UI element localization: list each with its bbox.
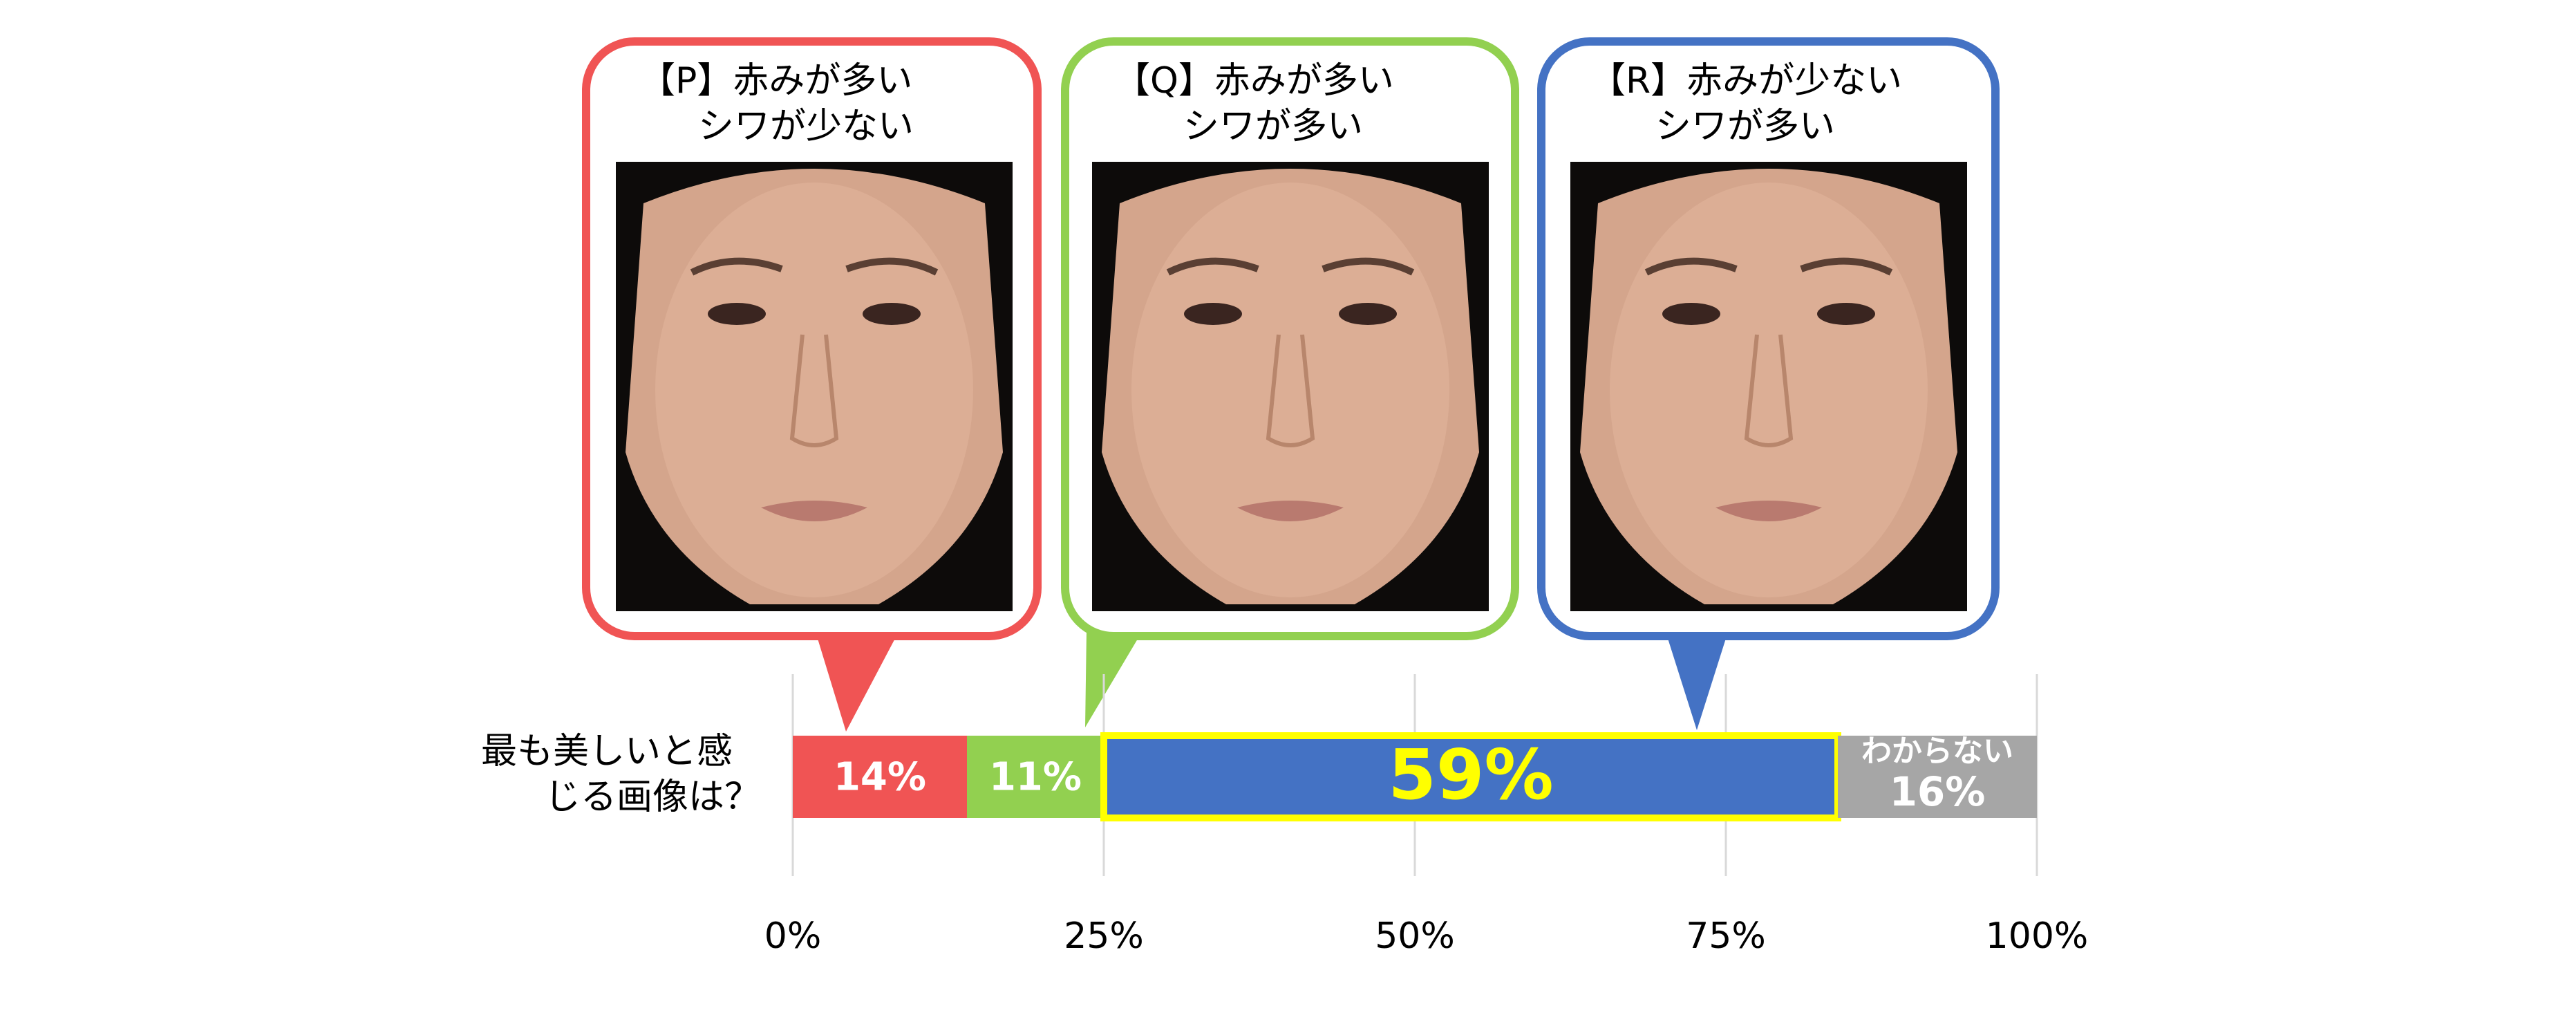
- callout-line: 【R】赤みが少ない: [1590, 60, 1902, 102]
- value-label: 16%: [1890, 768, 1986, 815]
- face-photo: [1570, 162, 1967, 611]
- callout-line: シワが多い: [1183, 106, 1363, 147]
- value-label: 14%: [834, 755, 926, 800]
- callout-line: 【P】赤みが多い: [639, 60, 912, 102]
- face-photo: [1092, 162, 1489, 611]
- x-tick-label: 0%: [764, 915, 822, 957]
- value-label: 59%: [1388, 734, 1553, 815]
- x-tick-label: 100%: [1986, 915, 2089, 957]
- value-label: 11%: [989, 755, 1082, 800]
- callout-line: 【Q】赤みが多い: [1114, 60, 1394, 102]
- callout-q: 【Q】赤みが多い シワが多い: [1061, 37, 1519, 727]
- x-tick-label: 75%: [1686, 915, 1766, 957]
- callout-pointer: [816, 632, 899, 732]
- bar-segment: [1100, 732, 1841, 821]
- category-label: 最も美しいと感じる画像は？: [481, 731, 760, 818]
- callout-pointer: [1666, 632, 1728, 730]
- bar-segment: [967, 736, 1104, 818]
- face-photo: [616, 162, 1013, 611]
- callout-p: 【P】赤みが多い シワが少ない: [582, 37, 1042, 732]
- callout-line: シワが少ない: [698, 106, 914, 147]
- callout-pointer: [1085, 632, 1142, 727]
- bar-segment: [1838, 736, 2037, 818]
- callout-r: 【R】赤みが少ない シワが多い: [1537, 37, 2000, 730]
- segment-name: わからない: [1861, 734, 2013, 769]
- bar-segment: [793, 736, 967, 818]
- x-tick-label: 25%: [1064, 915, 1144, 957]
- callout-line: シワが多い: [1655, 106, 1835, 147]
- x-tick-label: 50%: [1375, 915, 1455, 957]
